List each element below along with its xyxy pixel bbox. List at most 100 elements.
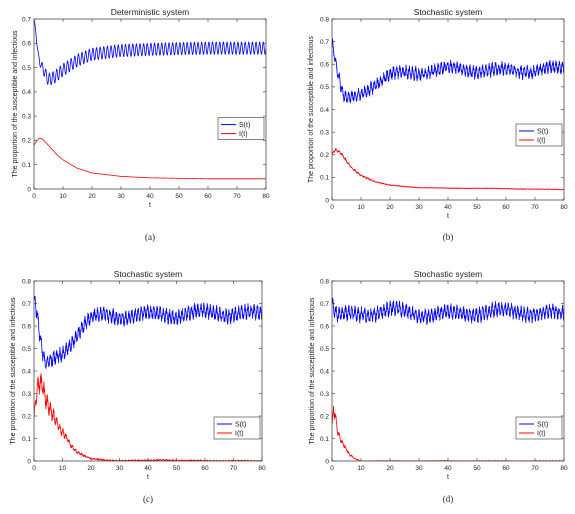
y-tick-label: 0.4 [320, 368, 329, 375]
x-tick-label: 50 [473, 204, 481, 211]
y-tick-label: 0.1 [22, 436, 31, 443]
series-line-st [34, 19, 266, 86]
x-tick-label: 40 [444, 465, 452, 472]
y-tick-label: 0.6 [22, 323, 31, 330]
y-tick-label: 0.2 [22, 138, 31, 145]
x-tick-label: 60 [201, 465, 209, 472]
x-tick-label: 70 [233, 193, 241, 200]
x-tick-label: 40 [146, 193, 154, 200]
plot-area [34, 19, 266, 180]
y-tick-label: 0.3 [320, 129, 329, 136]
y-tick-label: 0.6 [320, 323, 329, 330]
y-tick-label: 0.3 [22, 113, 31, 120]
y-tick-label: 0.7 [320, 39, 329, 46]
x-tick-label: 40 [144, 465, 152, 472]
x-axis-label: t [447, 213, 449, 220]
series-line-it [332, 147, 564, 191]
y-tick-label: 0.3 [22, 391, 31, 398]
y-tick-label: 0.4 [320, 107, 329, 114]
x-tick-label: 0 [32, 465, 36, 472]
series-line-st [332, 38, 564, 104]
x-tick-label: 10 [59, 465, 67, 472]
legend-entry: I(t) [537, 137, 546, 144]
y-tick-label: 0.7 [22, 16, 31, 23]
panel-caption: (a) [145, 232, 155, 242]
x-tick-label: 20 [386, 465, 394, 472]
x-tick-label: 80 [258, 465, 266, 472]
legend: S(t) I(t) [217, 117, 265, 140]
panel-caption: (d) [443, 494, 454, 504]
series-line-st [34, 295, 262, 369]
x-tick-label: 70 [230, 465, 238, 472]
x-tick-label: 60 [502, 204, 510, 211]
x-tick-label: 20 [88, 193, 96, 200]
y-tick-label: 0.5 [22, 346, 31, 353]
x-axis-label: t [447, 474, 449, 481]
y-tick-label: 0 [27, 186, 31, 193]
legend-box [515, 123, 563, 147]
y-tick-label: 0.7 [320, 301, 329, 308]
y-tick-label: 0.4 [22, 89, 31, 96]
panel-caption: (c) [143, 494, 153, 504]
y-axis-label: The proportion of the susceptible and in… [10, 297, 17, 445]
x-tick-label: 70 [531, 204, 539, 211]
y-tick-label: 0.7 [22, 301, 31, 308]
y-tick-label: 0 [325, 458, 329, 465]
y-axis-label: The proportion of the susceptible and in… [12, 30, 19, 178]
series-line-st [332, 297, 564, 325]
y-tick-label: 0.2 [22, 413, 31, 420]
x-axis-label: t [149, 202, 151, 209]
x-tick-label: 20 [87, 465, 95, 472]
chart-panel-d: 0 10 20 30 40 50 60 70 80 0 0.1 0.2 0.3 0.4 0.5 0.6 0.7 0… [309, 269, 568, 504]
legend-entry: I(t) [239, 131, 248, 138]
panel-caption: (b) [443, 232, 454, 242]
y-tick-label: 0.5 [320, 84, 329, 91]
y-tick-label: 0.2 [320, 152, 329, 159]
y-axis-label: The proportion of the susceptible and in… [309, 297, 316, 445]
y-tick-label: 0.2 [320, 413, 329, 420]
y-tick-label: 0.6 [320, 62, 329, 69]
x-tick-label: 80 [560, 204, 568, 211]
plot-area [332, 38, 564, 191]
x-tick-label: 0 [330, 204, 334, 211]
chart-panel-c: 0 10 20 30 40 50 60 70 80 0 0.1 0.2 0.3 0.4 0.5 0.6 0.7 0… [10, 269, 266, 504]
x-tick-label: 40 [444, 204, 452, 211]
chart-title: Stochastic system [114, 269, 183, 279]
y-tick-label: 0 [325, 197, 329, 204]
x-tick-label: 80 [560, 465, 568, 472]
y-axis-label: The proportion of the susceptible and in… [308, 35, 315, 183]
x-tick-label: 60 [204, 193, 212, 200]
x-tick-label: 30 [117, 193, 125, 200]
x-tick-label: 70 [531, 465, 539, 472]
chart-panel-a: 0 10 20 30 40 50 60 70 80 0 0.1 0.2 0.3 0.4 0.5 0.6 0.7 D… [12, 7, 270, 242]
chart-title: Deterministic system [111, 7, 189, 17]
x-tick-label: 50 [473, 465, 481, 472]
legend-entry: S(t) [235, 421, 246, 428]
legend-entry: I(t) [537, 430, 546, 437]
legend: S(t) I(t) [213, 416, 261, 440]
legend-entry: S(t) [537, 128, 548, 135]
x-tick-label: 30 [116, 465, 124, 472]
x-tick-label: 0 [32, 193, 36, 200]
y-tick-label: 0.5 [22, 65, 31, 72]
legend-entry: I(t) [235, 430, 244, 437]
legend: S(t) I(t) [515, 123, 563, 147]
y-tick-label: 0.1 [22, 162, 31, 169]
y-tick-label: 0.3 [320, 391, 329, 398]
y-tick-label: 0.8 [320, 16, 329, 23]
series-line-it [34, 137, 266, 180]
x-tick-label: 80 [262, 193, 270, 200]
legend: S(t) I(t) [515, 416, 563, 440]
y-tick-label: 0.6 [22, 41, 31, 48]
chart-title: Stochastic system [414, 269, 483, 279]
x-tick-label: 10 [357, 465, 365, 472]
x-tick-label: 50 [175, 193, 183, 200]
chart-panel-b: 0 10 20 30 40 50 60 70 80 0 0.1 0.2 0.3 0.4 0.5 0.6 0.7 0… [308, 7, 568, 242]
x-tick-label: 0 [330, 465, 334, 472]
chart-title: Stochastic system [414, 7, 483, 17]
axes-frame [331, 18, 565, 201]
x-tick-label: 10 [59, 193, 67, 200]
y-tick-label: 0.1 [320, 175, 329, 182]
x-tick-label: 50 [173, 465, 181, 472]
